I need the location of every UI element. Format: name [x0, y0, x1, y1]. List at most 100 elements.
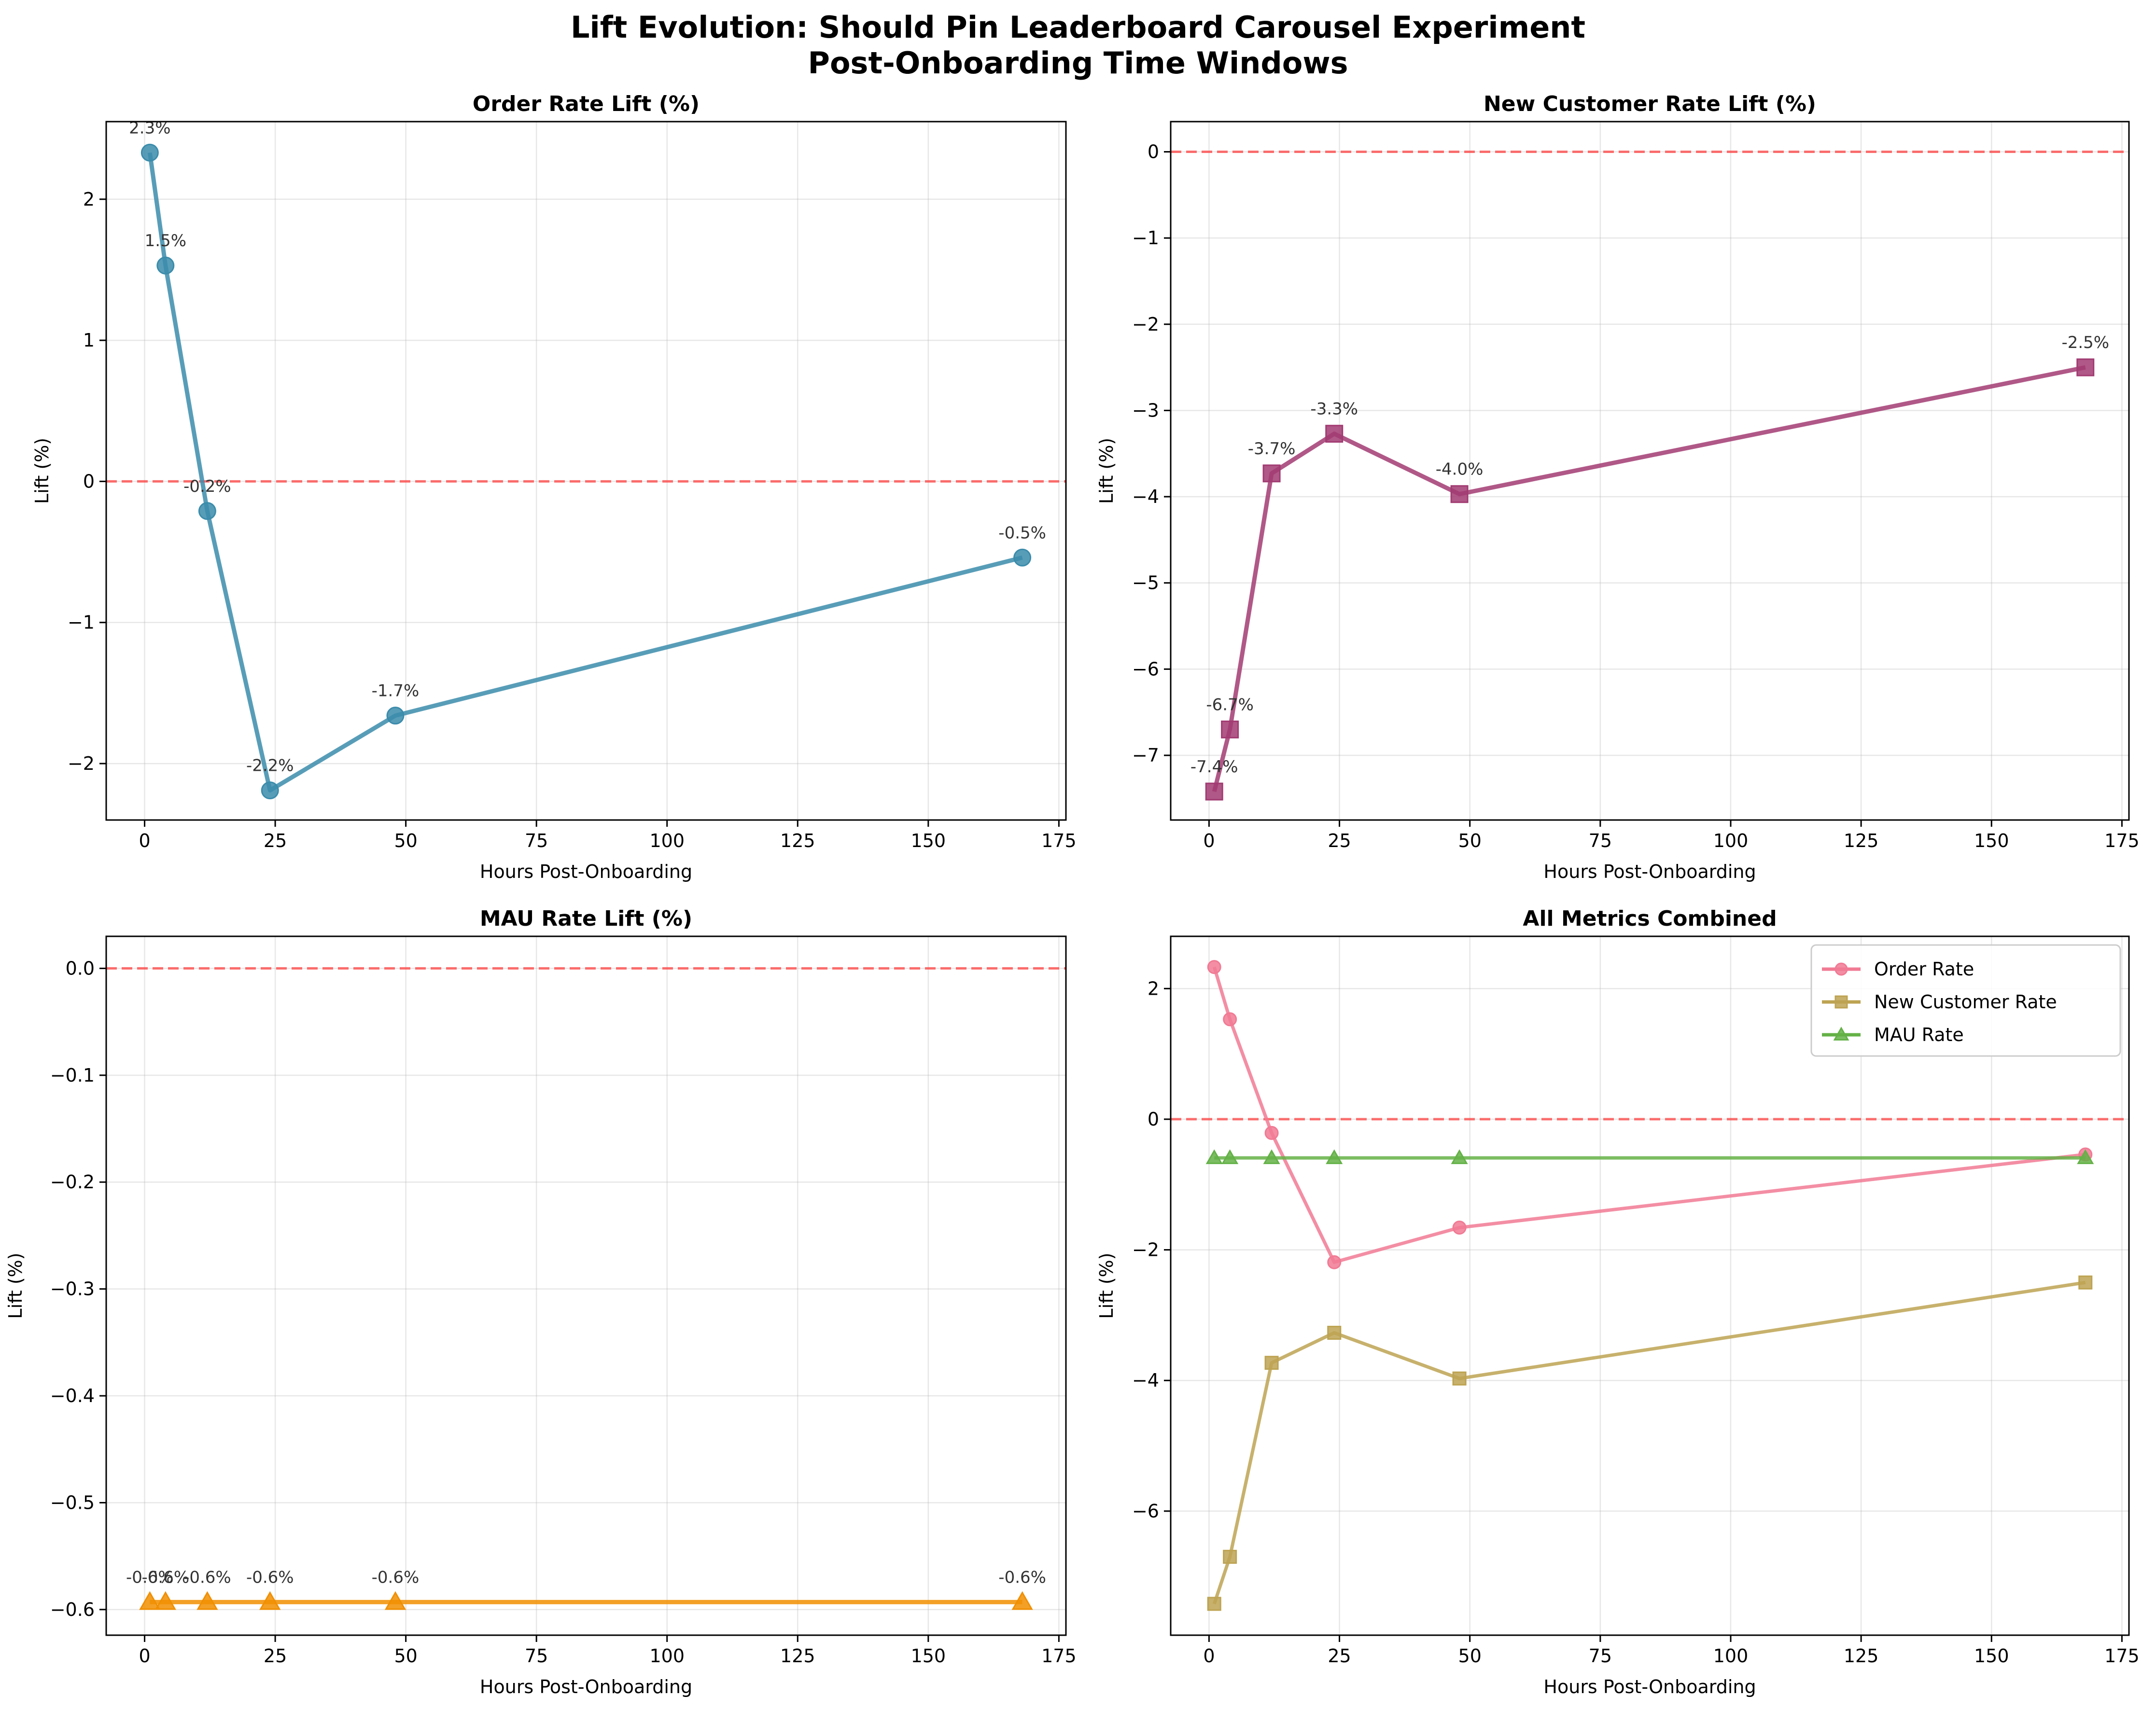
mau-rate-panel: -0.6%-0.6%-0.6% -0.6% -0.6% -0.6%0 25 50 75 100… [5, 906, 1077, 1697]
combined-title: All Metrics Combined [1523, 906, 1777, 931]
new-customer-rate-y-tick-label: −2 [1132, 314, 1159, 335]
new-customer-rate-x-tick-label: 175 [2104, 830, 2140, 851]
mau-rate-y-tick-label: −0.5 [50, 1492, 95, 1513]
mau-rate-y-tick-label: −0.1 [50, 1065, 95, 1086]
mau-rate-x-tick-label: 75 [525, 1645, 548, 1667]
order-rate-x-tick-label: 75 [525, 830, 548, 851]
new-customer-rate-y-tick-label: −3 [1132, 400, 1159, 421]
combined-x-tick-label: 125 [1844, 1645, 1879, 1667]
combined-data-point [1223, 1550, 1237, 1564]
new-customer-rate-title: New Customer Rate Lift (%) [1484, 92, 1816, 116]
chart-panels: 2.3%1.5%-0.2%-2.2%-1.7%-0.5%0 25 50 75 100 12… [5, 92, 2140, 1697]
legend-entry-label: New Customer Rate [1874, 991, 2057, 1013]
combined-data-point [1327, 1325, 1342, 1340]
combined-series-line-0 [1212, 966, 2086, 1264]
mau-rate-x-tick-label: 25 [264, 1645, 287, 1667]
new-customer-rate-y-tick-label: −1 [1132, 227, 1159, 249]
mau-rate-x-tick-label: 175 [1041, 1645, 1077, 1667]
order-rate-axes-frame [105, 121, 1067, 821]
combined-data-point [1264, 1356, 1279, 1370]
mau-rate-data-label: -0.6% [372, 1568, 420, 1587]
mau-rate-data-point [1011, 1591, 1033, 1610]
combined-x-axis-label: Hours Post-Onboarding [1543, 1676, 1756, 1697]
new-customer-rate-y-tick-label: −6 [1132, 658, 1159, 680]
mau-rate-x-tick-label: 125 [780, 1645, 815, 1667]
combined-x-tick-label: 150 [1974, 1645, 2009, 1667]
combined-y-tick-label: −6 [1132, 1501, 1159, 1522]
mau-rate-data-point [154, 1591, 176, 1610]
order-rate-x-tick-label: 125 [780, 830, 815, 851]
new-customer-rate-data-label: -7.4% [1190, 757, 1238, 777]
new-customer-rate-data-point [1205, 782, 1223, 801]
mau-rate-data-label: -0.6% [126, 1568, 174, 1587]
order-rate-data-point [140, 143, 159, 162]
mau-rate-data-label: -0.6% [142, 1568, 190, 1587]
order-rate-x-tick-label: 150 [911, 830, 946, 851]
combined-y-tick-label: 0 [1148, 1109, 1159, 1130]
combined-legend: Order Rate New Customer Rate MAU Rate [1810, 944, 2121, 1057]
order-rate-x-axis-label: Hours Post-Onboarding [480, 861, 692, 882]
mau-rate-y-tick-label: −0.3 [50, 1279, 95, 1300]
combined-data-point [1452, 1371, 1467, 1386]
order-rate-data-label: 1.5% [145, 231, 186, 250]
order-rate-y-tick-label: −2 [68, 753, 95, 774]
order-rate-y-tick-label: 1 [83, 330, 95, 351]
order-rate-series-line-0 [147, 152, 1023, 793]
combined-series-line-1 [1212, 1280, 2086, 1605]
order-rate-data-point [156, 256, 175, 275]
order-rate-data-label: -0.5% [998, 523, 1046, 542]
order-rate-y-tick-label: 0 [83, 471, 95, 492]
combined-y-tick-label: −2 [1132, 1239, 1159, 1261]
new-customer-rate-data-point [1262, 464, 1281, 483]
combined-axes-frame [1170, 935, 2130, 1636]
combined-panel: 0 25 50 75 100 125 150 175 −6 −4 −2 0 2 All Metrics C… [1096, 906, 2140, 1697]
order-rate-data-point [386, 707, 405, 725]
new-customer-rate-x-tick-label: 25 [1328, 830, 1351, 851]
combined-x-tick-label: 175 [2104, 1645, 2140, 1667]
legend-entry-label: MAU Rate [1874, 1024, 1964, 1045]
order-rate-x-tick-label: 0 [139, 830, 150, 851]
order-rate-x-tick-label: 25 [264, 830, 287, 851]
order-rate-y-axis-label: Lift (%) [31, 438, 53, 504]
figure-title-line2: Post-Onboarding Time Windows [808, 45, 1348, 81]
mau-rate-x-tick-label: 0 [139, 1645, 150, 1667]
combined-data-point [1207, 1597, 1221, 1611]
combined-data-point [1264, 1126, 1279, 1140]
mau-rate-y-axis-label: Lift (%) [5, 1252, 26, 1319]
mau-rate-y-tick-label: −0.2 [50, 1171, 95, 1193]
new-customer-rate-x-tick-label: 0 [1203, 830, 1215, 851]
order-rate-data-label: -2.2% [246, 756, 294, 776]
new-customer-rate-data-point [1325, 425, 1344, 443]
new-customer-rate-series-line-0 [1212, 365, 2086, 792]
order-rate-x-tick-label: 50 [394, 830, 417, 851]
order-rate-data-point [1013, 548, 1032, 567]
combined-x-tick-label: 0 [1203, 1645, 1215, 1667]
combined-y-axis-label: Lift (%) [1096, 1252, 1117, 1319]
combined-data-point [1207, 960, 1221, 974]
combined-y-tick-label: −4 [1132, 1370, 1159, 1391]
mau-rate-y-tick-label: 0.0 [66, 958, 95, 979]
mau-rate-title: MAU Rate Lift (%) [480, 906, 692, 931]
figure-title-line1: Lift Evolution: Should Pin Leaderboard C… [571, 10, 1585, 45]
mau-rate-data-label: -0.6% [183, 1568, 231, 1587]
mau-rate-data-point [196, 1591, 218, 1610]
new-customer-rate-y-tick-label: 0 [1148, 141, 1159, 163]
order-rate-x-tick-label: 175 [1041, 830, 1077, 851]
order-rate-y-tick-label: 2 [83, 189, 95, 210]
new-customer-rate-data-label: -4.0% [1436, 460, 1484, 479]
new-customer-rate-data-label: -6.7% [1206, 695, 1254, 714]
legend-swatch-marker [1834, 962, 1848, 976]
legend-box [1810, 944, 2121, 1057]
new-customer-rate-panel: -7.4% -6.7% -3.7% -3.3% -4.0% -2.5% 0 25 50 75 100… [1096, 92, 2140, 882]
combined-data-point [2078, 1275, 2093, 1290]
new-customer-rate-y-axis-label: Lift (%) [1096, 438, 1117, 504]
combined-data-point [1223, 1012, 1237, 1027]
combined-x-tick-label: 25 [1328, 1645, 1351, 1667]
new-customer-rate-x-tick-label: 100 [1713, 830, 1749, 851]
order-rate-data-label: -1.7% [372, 681, 420, 701]
new-customer-rate-x-tick-label: 150 [1974, 830, 2009, 851]
new-customer-rate-axes-frame [1170, 121, 2130, 821]
mau-rate-y-tick-label: −0.6 [50, 1599, 95, 1620]
